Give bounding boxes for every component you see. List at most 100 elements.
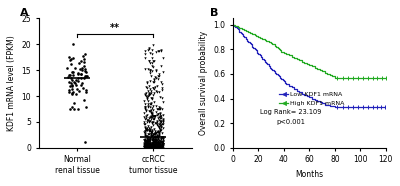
Point <box>156 130 162 133</box>
Point <box>143 108 150 111</box>
Text: A: A <box>20 8 29 18</box>
Point <box>158 116 164 119</box>
Point <box>145 139 151 142</box>
Point <box>154 91 160 94</box>
Point <box>157 143 164 146</box>
Point <box>146 139 152 142</box>
Legend: Low KDF1 mRNA, High KDF1 mRNA: Low KDF1 mRNA, High KDF1 mRNA <box>279 92 344 106</box>
Point <box>154 136 161 139</box>
Point <box>142 135 149 138</box>
Point <box>147 129 154 132</box>
Point <box>156 144 163 147</box>
Point <box>152 114 158 117</box>
Point <box>154 142 161 145</box>
Point <box>142 95 149 98</box>
Point <box>70 43 76 46</box>
Point <box>150 77 157 80</box>
Point <box>146 145 153 148</box>
Point <box>146 142 152 145</box>
Point <box>153 123 160 126</box>
Point <box>160 123 166 126</box>
Point <box>153 90 160 93</box>
Point <box>149 146 155 149</box>
Point <box>78 73 85 76</box>
Point <box>142 56 148 59</box>
Point <box>151 86 158 89</box>
Point <box>158 49 164 52</box>
Point <box>148 145 155 148</box>
Point <box>148 65 155 68</box>
Point <box>158 89 165 92</box>
Point <box>156 139 162 142</box>
Point <box>141 111 147 114</box>
Point <box>83 70 90 73</box>
Point <box>147 110 153 113</box>
Point <box>141 116 147 119</box>
Point <box>80 87 86 90</box>
Point <box>152 115 159 118</box>
Point <box>153 107 160 110</box>
Point <box>147 137 154 140</box>
Point <box>155 135 161 138</box>
Point <box>146 129 152 132</box>
Point <box>148 107 155 110</box>
Point <box>144 87 150 90</box>
Point <box>154 137 161 140</box>
Point <box>159 137 166 140</box>
Point <box>148 118 154 121</box>
Point <box>144 113 150 116</box>
Point <box>68 84 75 87</box>
Point <box>154 85 160 88</box>
Point <box>141 143 147 146</box>
Point <box>152 137 158 140</box>
Point <box>142 49 148 52</box>
Point <box>145 133 152 136</box>
Point <box>140 143 147 146</box>
Point <box>75 73 82 76</box>
Point <box>152 141 159 144</box>
Point <box>149 98 156 101</box>
Point <box>66 73 72 76</box>
Point <box>82 68 88 70</box>
Point <box>152 131 159 134</box>
Point <box>155 123 162 126</box>
Point <box>154 134 160 137</box>
Point <box>155 140 161 143</box>
Point <box>155 146 161 149</box>
Point <box>147 143 154 146</box>
Point <box>150 60 156 63</box>
Point <box>145 142 151 145</box>
Point <box>146 126 152 129</box>
Point <box>157 143 164 146</box>
Point <box>143 109 150 112</box>
Text: p<0.001: p<0.001 <box>277 119 306 125</box>
Point <box>149 113 155 116</box>
Point <box>142 144 149 147</box>
Point <box>159 142 166 145</box>
Point <box>160 56 166 59</box>
Point <box>68 57 74 60</box>
Point <box>151 145 158 147</box>
Point <box>145 89 152 92</box>
Point <box>156 146 162 149</box>
Point <box>149 70 155 73</box>
Point <box>159 141 165 144</box>
Point <box>160 126 166 129</box>
Point <box>160 143 166 146</box>
Point <box>81 64 87 67</box>
Point <box>152 145 159 148</box>
Point <box>143 144 150 147</box>
Point <box>148 133 154 136</box>
Point <box>155 131 162 134</box>
Point <box>142 132 148 135</box>
Point <box>141 120 147 123</box>
Point <box>66 58 73 61</box>
Point <box>145 67 152 70</box>
Point <box>83 105 90 108</box>
Point <box>157 143 164 146</box>
Point <box>156 145 163 148</box>
Point <box>157 144 163 147</box>
Point <box>150 145 156 148</box>
Point <box>146 85 153 88</box>
Point <box>144 135 151 138</box>
